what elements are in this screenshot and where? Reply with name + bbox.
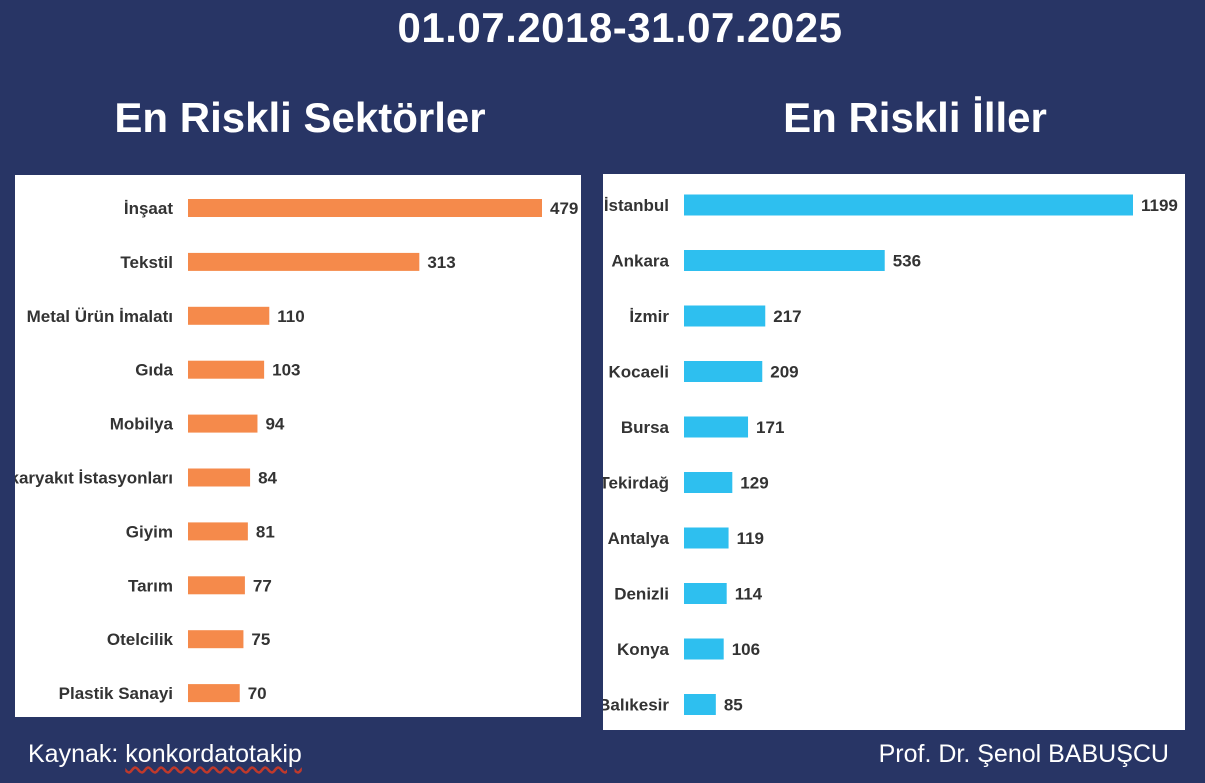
source-value: konkordatotakip bbox=[125, 740, 302, 768]
sector-category-label: Otelcilik bbox=[107, 630, 174, 649]
city-bar bbox=[684, 416, 749, 438]
city-category-label: Tekirdağ bbox=[603, 474, 669, 493]
city-bar bbox=[684, 194, 1133, 216]
sector-value-label: 479 bbox=[550, 199, 578, 218]
city-category-label: Ankara bbox=[611, 252, 669, 271]
source-note: Kaynak: konkordatotakip bbox=[28, 740, 302, 769]
sector-value-label: 94 bbox=[265, 415, 284, 434]
sectors-chart-title: En Riskli Sektörler bbox=[114, 94, 486, 141]
sector-value-label: 70 bbox=[248, 684, 267, 703]
sector-bar bbox=[188, 252, 420, 271]
city-value-label: 85 bbox=[724, 696, 743, 715]
sector-bar bbox=[188, 468, 251, 487]
city-value-label: 106 bbox=[732, 640, 760, 659]
city-bar bbox=[684, 583, 727, 604]
city-value-label: 129 bbox=[740, 474, 768, 493]
sector-bar bbox=[188, 306, 270, 325]
city-value-label: 171 bbox=[756, 418, 784, 437]
sector-category-label: Plastik Sanayi bbox=[59, 684, 173, 703]
sector-bar bbox=[188, 576, 245, 595]
city-category-label: İzmir bbox=[629, 307, 669, 326]
city-category-label: Balıkesir bbox=[603, 696, 669, 715]
sector-category-label: İnşaat bbox=[124, 199, 173, 218]
sector-bar bbox=[188, 522, 248, 541]
sector-category-label: Gıda bbox=[135, 361, 173, 380]
sector-bar bbox=[188, 199, 542, 217]
sector-category-label: Metal Ürün İmalatı bbox=[27, 307, 173, 326]
city-bar bbox=[684, 250, 885, 271]
city-value-label: 536 bbox=[893, 252, 921, 271]
city-value-label: 114 bbox=[735, 585, 763, 604]
sector-value-label: 313 bbox=[427, 253, 455, 272]
city-value-label: 1199 bbox=[1141, 196, 1178, 215]
city-bar bbox=[684, 694, 716, 715]
sector-bar bbox=[188, 360, 265, 379]
sector-value-label: 81 bbox=[256, 522, 275, 541]
sector-category-label: Akaryakıt İstasyonları bbox=[15, 469, 173, 488]
sector-bar bbox=[188, 414, 258, 433]
city-category-label: İstanbul bbox=[604, 196, 669, 215]
sector-value-label: 75 bbox=[251, 630, 270, 649]
author-credit: Prof. Dr. Şenol BABUŞCU bbox=[878, 740, 1169, 768]
city-bar bbox=[684, 527, 729, 549]
city-bar bbox=[684, 472, 733, 493]
source-label: Kaynak: bbox=[28, 740, 119, 768]
cities-bar-chart: İstanbul 1199 Ankara 536 İzmir 217 Kocaeli 209 B… bbox=[603, 194, 1178, 715]
cities-chart-title: En Riskli İller bbox=[783, 94, 1047, 141]
city-value-label: 217 bbox=[773, 307, 801, 326]
date-range-title: 01.07.2018-31.07.2025 bbox=[397, 4, 843, 51]
sector-category-label: Tarım bbox=[128, 576, 173, 595]
city-bar bbox=[684, 361, 763, 382]
sectors-bar-chart: İnşaat 479 Tekstil 313 Metal Ürün İmalatı 110… bbox=[15, 199, 578, 703]
sector-value-label: 84 bbox=[258, 469, 277, 488]
sector-category-label: Mobilya bbox=[110, 415, 174, 434]
sector-bar bbox=[188, 630, 244, 649]
sector-bar bbox=[188, 684, 240, 703]
city-bar bbox=[684, 305, 766, 327]
city-category-label: Kocaeli bbox=[609, 363, 669, 382]
city-category-label: Antalya bbox=[608, 529, 670, 548]
sectors-chart-panel: İnşaat 479 Tekstil 313 Metal Ürün İmalatı 110… bbox=[15, 175, 581, 717]
cities-chart-panel: İstanbul 1199 Ankara 536 İzmir 217 Kocaeli 209 B… bbox=[603, 174, 1185, 730]
city-bar bbox=[684, 638, 724, 660]
sector-category-label: Giyim bbox=[126, 522, 173, 541]
city-value-label: 119 bbox=[737, 529, 764, 548]
city-category-label: Konya bbox=[617, 640, 670, 659]
city-value-label: 209 bbox=[770, 363, 798, 382]
sector-category-label: Tekstil bbox=[120, 253, 173, 272]
city-category-label: Denizli bbox=[614, 585, 669, 604]
sector-value-label: 103 bbox=[272, 361, 300, 380]
city-category-label: Bursa bbox=[621, 418, 670, 437]
sector-value-label: 77 bbox=[253, 576, 272, 595]
sector-value-label: 110 bbox=[277, 307, 304, 326]
